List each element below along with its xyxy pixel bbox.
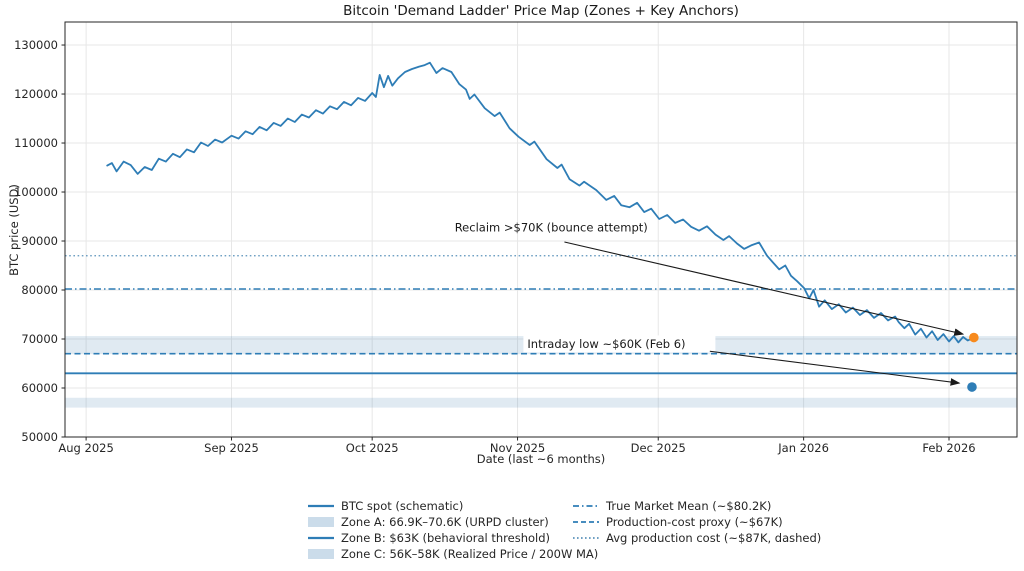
y-axis-label: BTC price (USD) (7, 184, 21, 276)
legend-marker-solid (308, 504, 334, 507)
y-tick-label: 90000 (21, 234, 58, 248)
legend-item: Zone A: 66.9K–70.6K (URPD cluster) (308, 514, 598, 529)
legend-marker-patch (308, 516, 334, 527)
y-tick-label: 80000 (21, 283, 58, 297)
y-tick-label: 70000 (21, 332, 58, 346)
x-tick-label: Sep 2025 (204, 441, 259, 455)
y-tick-label: 60000 (21, 381, 58, 395)
intraday-low-point (967, 382, 977, 392)
annotation-text-1: Intraday low ~$60K (Feb 6) (527, 337, 685, 351)
annotation-arrow-0 (564, 241, 965, 336)
legend-column-left: BTC spot (schematic) Zone A: 66.9K–70.6K … (308, 498, 599, 561)
plot-border (64, 21, 1018, 438)
x-tick-label: Dec 2025 (631, 441, 686, 455)
chart-title: Bitcoin 'Demand Ladder' Price Map (Zones… (343, 3, 739, 19)
zone-band-c (65, 397, 1017, 408)
legend-label: Zone C: 56K–58K (Realized Price / 200W M… (341, 546, 599, 561)
y-tick-label: 130000 (14, 38, 58, 52)
legend-label: Production-cost proxy (~$67K) (606, 514, 783, 529)
x-tick-label: Jan 2026 (777, 441, 829, 455)
legend-marker-dotted (573, 536, 599, 539)
y-tick-label: 50000 (21, 430, 58, 444)
x-tick-label: Nov 2025 (490, 441, 545, 455)
legend-item: Zone B: $63K (behavioral threshold) (308, 530, 598, 545)
legend-item: Avg production cost (~$87K, dashed) (573, 530, 822, 545)
annotation-bbox (523, 335, 716, 353)
legend-marker-patch (308, 548, 334, 559)
legend-item: True Market Mean (~$80.2K) (573, 498, 821, 513)
legend-item: BTC spot (schematic) (308, 498, 598, 513)
annotation-text-0: Reclaim >$70K (bounce attempt) (455, 220, 648, 234)
x-axis-label: Date (last ~6 months) (476, 452, 606, 466)
legend-item: Zone C: 56K–58K (Realized Price / 200W M… (308, 546, 599, 561)
legend-marker-dashdot (573, 504, 599, 507)
bounce-attempt-point (969, 332, 979, 343)
legend-label: Avg production cost (~$87K, dashed) (606, 530, 822, 545)
y-tick-label: 100000 (14, 185, 58, 199)
legend-item: Production-cost proxy (~$67K) (573, 514, 821, 529)
btc-price-line (106, 61, 975, 344)
legend-label: Zone A: 66.9K–70.6K (URPD cluster) (341, 514, 549, 529)
price-chart: Aug 2025 Sep 2025 Oct 2025 Nov 2025 Dec 2025… (14, 21, 1018, 455)
legend-marker-dashed (573, 520, 599, 523)
y-tick-label: 120000 (14, 87, 58, 101)
x-tick-label: Aug 2025 (58, 441, 113, 455)
x-tick-label: Oct 2025 (346, 441, 399, 455)
x-tick-label: Feb 2026 (922, 441, 975, 455)
legend-marker-solid (308, 536, 334, 539)
legend-label: Zone B: $63K (behavioral threshold) (341, 530, 551, 545)
legend-column-right: True Market Mean (~$80.2K) Production-cos… (573, 498, 822, 545)
legend-label: True Market Mean (~$80.2K) (606, 498, 772, 513)
y-tick-label: 110000 (14, 136, 58, 150)
annotation-arrow-1 (709, 350, 961, 386)
legend-label: BTC spot (schematic) (341, 498, 464, 513)
